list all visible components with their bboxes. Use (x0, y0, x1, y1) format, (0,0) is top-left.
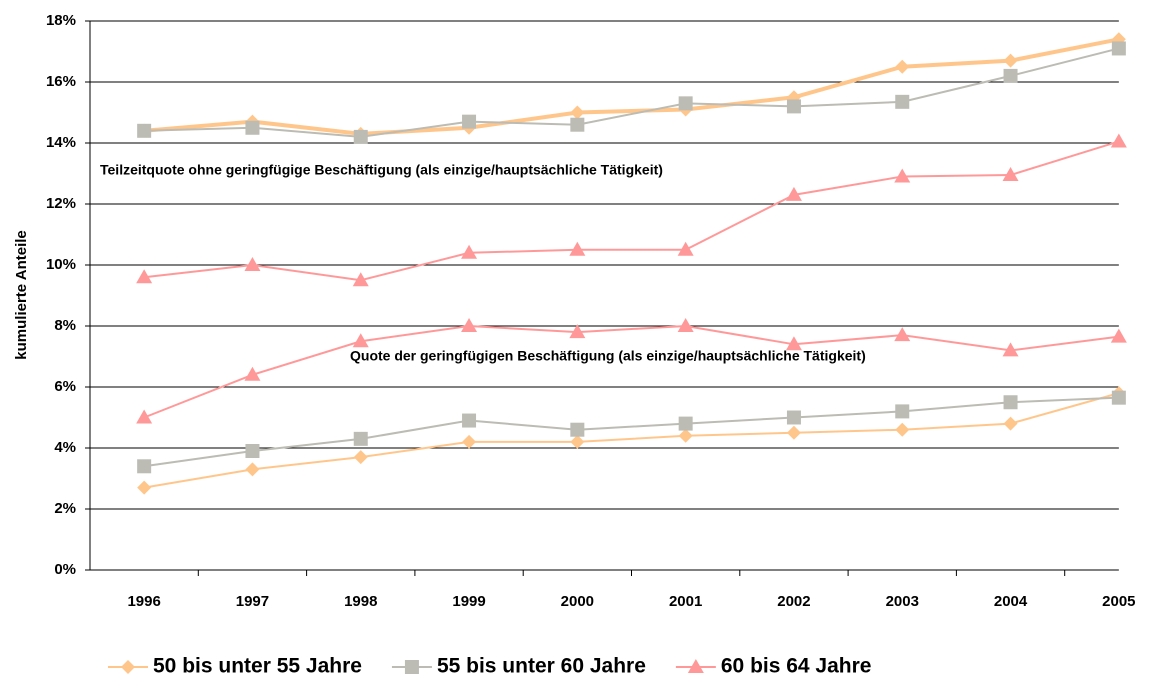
x-tick-label: 2005 (1102, 593, 1135, 610)
data-point (1111, 390, 1126, 405)
data-point (1003, 416, 1018, 431)
data-point (677, 241, 694, 256)
data-point (786, 425, 801, 440)
y-tick-label: 14% (46, 134, 76, 151)
data-point (895, 404, 910, 419)
data-point (461, 318, 478, 332)
data-point (353, 431, 368, 446)
data-point (1003, 395, 1018, 410)
data-point (894, 168, 911, 183)
data-point (678, 428, 693, 443)
data-point (462, 413, 477, 428)
series-line (144, 396, 1119, 468)
legend-label: 50 bis unter 55 Jahre (153, 655, 362, 678)
data-point (245, 120, 260, 135)
x-tick-label: 1997 (236, 593, 269, 610)
y-tick-label: 2% (54, 500, 76, 517)
series-line (143, 324, 1119, 419)
data-point (895, 59, 910, 74)
data-point (678, 416, 693, 431)
data-point (1003, 68, 1018, 83)
data-point (894, 327, 911, 342)
x-tick-label: 2003 (886, 593, 919, 610)
legend-marker (687, 659, 704, 673)
y-tick-label: 0% (54, 561, 76, 578)
x-tick-label: 1996 (127, 593, 160, 610)
data-point (785, 336, 802, 351)
data-point (352, 272, 369, 287)
data-point (1111, 41, 1126, 56)
legend-marker (404, 660, 419, 674)
data-point (461, 244, 478, 259)
data-point (1002, 167, 1019, 182)
data-point (786, 99, 801, 114)
y-tick-label: 4% (54, 439, 76, 456)
data-point (895, 94, 910, 109)
y-tick-label: 12% (46, 195, 76, 212)
data-point (786, 410, 801, 425)
data-point (570, 105, 585, 120)
x-tick-label: 2002 (777, 593, 810, 610)
series-line (143, 392, 1120, 489)
data-point (785, 186, 802, 201)
data-point (462, 114, 477, 129)
y-tick-label: 10% (46, 256, 76, 273)
series-line (143, 37, 1120, 136)
y-tick-label: 6% (54, 378, 76, 395)
data-point (353, 129, 368, 144)
legend-label: 55 bis unter 60 Jahre (437, 655, 646, 678)
data-point (570, 422, 585, 437)
data-point (570, 434, 585, 449)
legend-marker (121, 660, 135, 674)
data-point (569, 324, 586, 339)
data-point (136, 269, 153, 284)
data-point (895, 422, 910, 437)
data-point (569, 241, 586, 256)
data-point (1110, 328, 1127, 343)
data-point (244, 366, 261, 381)
legend-label: 60 bis 64 Jahre (721, 655, 872, 678)
data-point (678, 96, 693, 111)
data-point (244, 257, 261, 271)
x-tick-label: 1999 (452, 593, 485, 610)
data-point (570, 117, 585, 132)
data-point (245, 462, 260, 477)
data-point (137, 123, 152, 138)
y-tick-label: 16% (46, 73, 76, 90)
data-point (677, 318, 694, 332)
y-tick-label: 8% (54, 317, 76, 334)
annotation: Teilzeitquote ohne geringfügige Beschäft… (100, 162, 663, 178)
data-point (1110, 133, 1127, 148)
y-tick-label: 18% (46, 12, 76, 29)
x-tick-label: 2000 (561, 593, 594, 610)
data-point (136, 409, 153, 424)
data-point (352, 333, 369, 348)
data-point (137, 480, 152, 495)
data-point (137, 459, 152, 474)
series-line (144, 140, 1120, 282)
data-point (1002, 342, 1019, 357)
x-tick-label: 2001 (669, 593, 702, 610)
data-point (462, 434, 477, 449)
x-tick-label: 2004 (994, 593, 1028, 610)
series-line (144, 47, 1120, 138)
data-point (353, 450, 368, 465)
annotation: Quote der geringfügigen Beschäftigung (a… (350, 348, 866, 364)
y-axis-label: kumulierte Anteile (13, 230, 30, 359)
data-point (1003, 53, 1018, 68)
x-tick-label: 1998 (344, 593, 377, 610)
data-point (245, 444, 260, 459)
